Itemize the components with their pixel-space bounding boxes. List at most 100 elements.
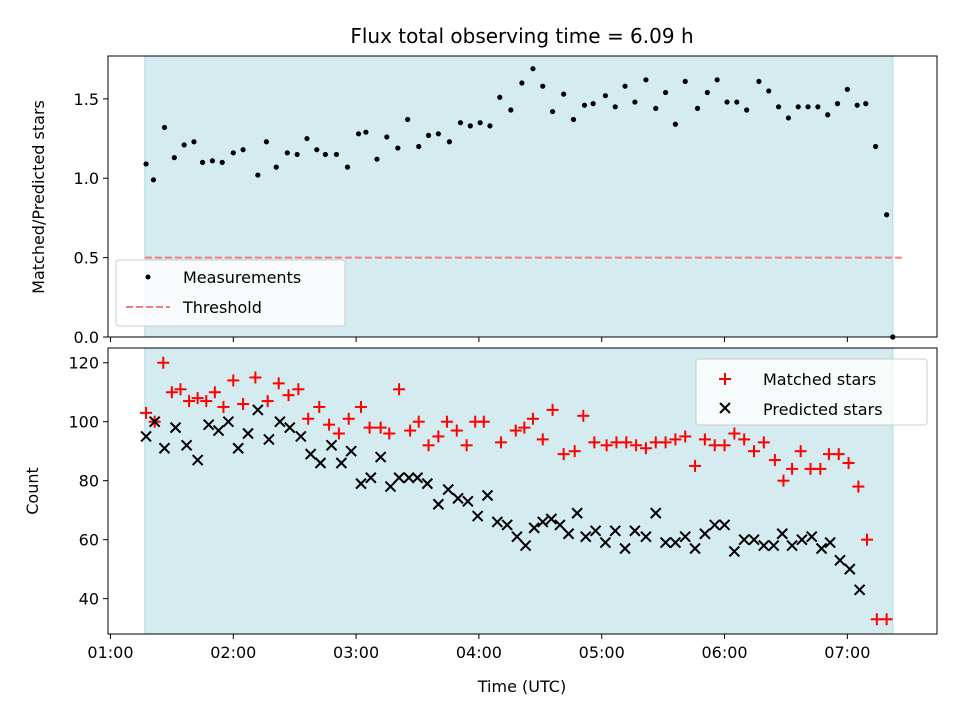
- bottom-y-tick-label: 80: [79, 472, 99, 491]
- matched-stars-point: [174, 383, 187, 396]
- top-axis-ticks: 0.0 0.5 1.0 1.5: [74, 90, 848, 347]
- matched-stars-point: [860, 533, 873, 546]
- matched-stars-point: [679, 430, 692, 443]
- matched-stars-point: [183, 395, 196, 408]
- x-tick-label: 04:00: [456, 643, 502, 662]
- matched-stars-point: [495, 436, 508, 449]
- matched-stars-point: [374, 421, 387, 434]
- predicted-stars-point: [462, 495, 474, 508]
- predicted-stars-point: [295, 430, 307, 443]
- measurements-point: [416, 143, 422, 150]
- panel-top-frame: [107, 55, 938, 338]
- measurements-point: [834, 101, 841, 107]
- top-y-tick-label: 0.0: [74, 328, 99, 347]
- top-y-tick-label: 1.5: [74, 90, 99, 109]
- predicted-stars-point: [545, 513, 558, 525]
- measurements-point: [425, 132, 432, 138]
- matched-stars-point: [794, 445, 807, 458]
- matched-stars-point: [323, 418, 336, 431]
- bottom-legend-box: [695, 358, 928, 426]
- matched-stars-point: [191, 392, 204, 405]
- predicted-stars-point: [640, 530, 652, 543]
- predicted-stars-point: [562, 528, 575, 540]
- measurements-point: [191, 139, 197, 145]
- measurements-point: [632, 99, 638, 105]
- predicted-stars-point: [432, 498, 445, 510]
- measurements-point: [540, 83, 546, 89]
- predicted-stars-point: [599, 536, 612, 549]
- measurements-point: [854, 102, 860, 108]
- predicted-stars-point: [374, 451, 387, 463]
- matched-stars-point: [639, 442, 652, 455]
- predicted-stars-point: [471, 510, 484, 522]
- measurements-point: [219, 159, 225, 165]
- measurements-point: [704, 89, 710, 96]
- predicted-stars-point: [191, 454, 204, 466]
- top-data-layer: [143, 66, 903, 340]
- matched-stars-point: [302, 412, 315, 425]
- measurements-point: [530, 66, 536, 72]
- measurements-point: [284, 150, 290, 156]
- measurements-point: [744, 107, 750, 113]
- measurements-point: [815, 104, 821, 110]
- measurements-point: [844, 86, 850, 92]
- predicted-stars-point: [242, 427, 254, 440]
- matched-stars-point: [217, 400, 230, 413]
- measurements-point: [294, 151, 300, 158]
- matched-stars-point: [272, 377, 285, 390]
- matched-stars-point: [832, 448, 845, 461]
- predicted-stars-point: [689, 542, 701, 555]
- measurements-point: [863, 101, 869, 107]
- predicted-stars-point: [528, 522, 540, 534]
- matched-stars-point: [200, 395, 213, 408]
- predicted-stars-point: [537, 516, 549, 528]
- predicted-stars-point: [728, 545, 741, 558]
- predicted-stars-point: [834, 554, 846, 566]
- matched-stars-point: [383, 427, 396, 440]
- measurements-point: [590, 101, 596, 107]
- predicted-stars-point: [501, 519, 513, 531]
- measurements-point: [519, 80, 525, 86]
- measurements-point: [622, 83, 628, 89]
- bottom-y-tick-label: 120: [68, 354, 99, 373]
- predicted-stars-point: [274, 416, 286, 428]
- top-y-tick-label: 0.5: [74, 249, 99, 268]
- measurements-point: [199, 159, 206, 165]
- measurements-point: [263, 139, 270, 145]
- predicted-stars-point: [708, 519, 721, 531]
- predicted-stars-point: [365, 472, 377, 484]
- measurements-point: [682, 78, 688, 85]
- measurements-point: [477, 120, 483, 126]
- measurements-point: [549, 108, 556, 115]
- measurements-point: [766, 88, 772, 94]
- matched-stars-point: [568, 445, 581, 458]
- legend-matched-label: Matched stars: [763, 370, 876, 389]
- measurements-point: [240, 147, 246, 153]
- predicted-stars-point: [679, 530, 691, 543]
- predicted-stars-point: [554, 519, 566, 531]
- matched-stars-point: [227, 374, 240, 387]
- predicted-stars-point: [650, 507, 662, 519]
- matched-stars-point: [432, 430, 445, 443]
- predicted-stars-point: [571, 507, 583, 519]
- matched-stars-point: [669, 433, 682, 446]
- panel-top: 0.0 0.5 1.0 1.5 Matched/Predicted stars Mea…: [29, 55, 938, 347]
- measurements-point: [884, 212, 890, 218]
- x-tick-label: 06:00: [701, 643, 747, 662]
- bottom-axis-ticks: 01:00 02:00 03:00 04:00 05:00 06:00 07:00 40 60 8…: [68, 354, 870, 662]
- predicted-stars-point: [748, 533, 760, 546]
- legend-threshold-label: Threshold: [182, 298, 262, 317]
- matched-stars-point: [786, 462, 799, 475]
- predicted-stars-point: [169, 421, 182, 434]
- matched-stars-point: [757, 436, 770, 449]
- measurements-point: [230, 150, 236, 156]
- measurements-point: [694, 105, 701, 111]
- matched-stars-point: [261, 395, 274, 408]
- measurements-point: [355, 131, 362, 137]
- predicted-stars-point: [786, 539, 798, 552]
- matched-stars-point: [842, 456, 855, 469]
- matched-stars-point: [546, 403, 559, 416]
- matched-stars-point: [363, 421, 376, 434]
- measurements-point: [446, 139, 453, 145]
